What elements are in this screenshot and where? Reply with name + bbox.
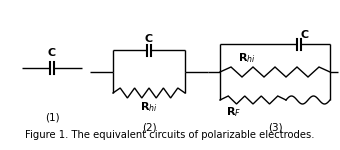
Text: C: C [48,48,56,58]
Text: R$_{hi}$: R$_{hi}$ [238,51,256,65]
Text: (1): (1) [45,113,59,123]
Text: (2): (2) [142,123,156,133]
Text: C: C [145,34,153,44]
Text: C: C [300,30,308,40]
Text: R$_{hi}$: R$_{hi}$ [140,100,158,114]
Text: (3): (3) [268,123,282,133]
Text: R$_{F}$: R$_{F}$ [226,105,241,119]
Text: Figure 1. The equivalent circuits of polarizable electrodes.: Figure 1. The equivalent circuits of pol… [25,130,315,140]
